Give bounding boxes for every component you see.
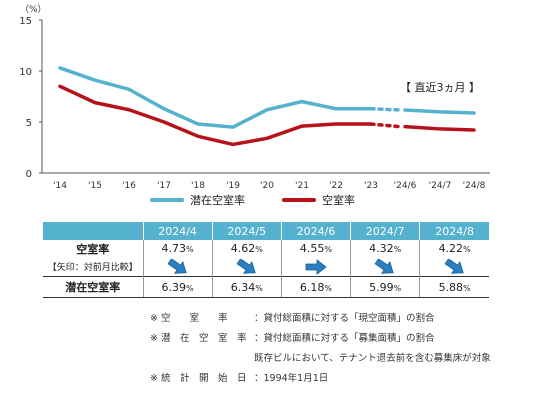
legend-label-vacancy: 空室率 — [322, 194, 355, 207]
legend-label-potential: 潜在空室率 — [190, 194, 245, 207]
arrow-down-right-icon — [167, 257, 187, 274]
vacancy-cell: 4.55% — [280, 240, 351, 257]
chart-axes: （%） 0 5 10 15 '14 '15 '16 '17 '18 '19 '20 '21 '22 '23 '… — [19, 4, 490, 191]
series-line-recent — [403, 124, 476, 132]
y-tick-label: 10 — [19, 67, 32, 78]
percent-unit: % — [186, 283, 194, 293]
footnote-key: ※ 空 室 率 — [150, 313, 228, 324]
vacancy-cell: 4.22% — [419, 240, 489, 257]
trend-arrow-cell — [142, 257, 213, 277]
y-unit-label: （%） — [20, 4, 47, 15]
legend-swatch-potential — [150, 198, 184, 202]
footnote-value: ：1994年1月1日 — [254, 373, 329, 384]
x-tick-label: '16 — [122, 181, 136, 191]
series-gap-dotted — [369, 122, 401, 129]
table-header-month: 2024/5 — [211, 222, 282, 240]
series-gap-dotted — [369, 106, 401, 112]
x-tick-label: '18 — [191, 181, 205, 191]
row-label-vacancy: 空室率 — [76, 242, 110, 256]
x-tick-label: '24/7 — [429, 181, 452, 191]
row-label-arrow-note: 【矢印：対前月比較】 — [47, 263, 138, 273]
percent-unit: % — [324, 245, 333, 254]
percent-unit: % — [255, 283, 263, 293]
y-tick-label: 0 — [26, 169, 32, 180]
vacancy-cell: 4.32% — [350, 240, 420, 257]
footnote-key: ※ 統 計 開 始 日 — [150, 373, 247, 384]
footnote-value: 既存ビルにおいて、テナント退去前を含む募集床が対象 — [254, 353, 491, 364]
percent-unit: % — [393, 245, 402, 254]
stats-table: 2024/4 2024/5 2024/6 2024/7 2024/8 空室率 4… — [43, 222, 489, 298]
x-tick-label: '15 — [88, 181, 102, 191]
legend-swatch-vacancy — [282, 198, 316, 202]
x-tick-label: '22 — [329, 181, 343, 191]
potential-value: 6.18 — [299, 280, 325, 294]
potential-value: 5.88 — [438, 280, 464, 294]
percent-unit: % — [255, 245, 263, 254]
trend-arrow-cell — [350, 257, 420, 277]
series-line-recent — [403, 108, 476, 115]
vacancy-value: 4.32 — [369, 242, 394, 255]
potential-cell: 6.39% — [142, 276, 213, 298]
arrow-right-icon — [305, 258, 327, 275]
percent-unit: % — [393, 283, 402, 293]
percent-unit: % — [324, 283, 333, 293]
x-tick-label: '24/8 — [463, 181, 486, 191]
percent-unit: % — [186, 245, 194, 254]
potential-cell: 6.18% — [280, 276, 351, 298]
table-row-potential: 潜在空室率 6.39% 6.34% 6.18% 5.99% 5.88% — [43, 276, 489, 298]
table-header-month: 2024/8 — [419, 222, 489, 240]
vacancy-cell: 4.62% — [211, 240, 282, 257]
y-tick-label: 5 — [26, 118, 32, 129]
table-row-vacancy: 空室率 4.73% 4.62% 4.55% 4.32% 4.22% — [43, 240, 489, 257]
y-tick-label: 15 — [19, 16, 32, 27]
x-tick-label: '24/6 — [394, 181, 417, 191]
vacancy-line-chart: （%） 0 5 10 15 '14 '15 '16 '17 '18 '19 '20 '21 '22 '23 '… — [19, 4, 490, 191]
x-tick-label: '14 — [53, 181, 67, 191]
vacancy-value: 4.22 — [438, 242, 464, 255]
x-tick-label: '17 — [157, 181, 171, 191]
x-tick-label: '21 — [295, 181, 309, 191]
row-label-potential: 潜在空室率 — [43, 276, 143, 298]
potential-cell: 5.99% — [350, 276, 420, 298]
arrow-down-right-icon — [444, 257, 464, 274]
potential-cell: 5.88% — [419, 276, 489, 298]
table-header-corner — [43, 222, 143, 240]
table-header-row: 2024/4 2024/5 2024/6 2024/7 2024/8 — [43, 222, 489, 240]
chart-lines — [58, 66, 476, 147]
trend-arrow-cell — [280, 257, 351, 277]
x-tick-label: '20 — [260, 181, 274, 191]
table-header-month: 2024/4 — [142, 222, 213, 240]
vacancy-value: 4.62 — [230, 242, 256, 255]
arrow-down-right-icon — [236, 257, 256, 274]
potential-value: 6.34 — [230, 280, 256, 294]
potential-value: 5.99 — [369, 280, 394, 294]
potential-value: 6.39 — [161, 280, 187, 294]
trend-arrow-cell — [419, 257, 489, 277]
x-tick-label: '23 — [364, 181, 378, 191]
x-tick-label: '19 — [226, 181, 240, 191]
series-line-vacancy — [58, 84, 373, 147]
table-row-arrows: 【矢印：対前月比較】 — [43, 257, 489, 277]
vacancy-cell: 4.73% — [142, 240, 213, 257]
arrow-down-right-icon — [374, 257, 394, 274]
vacancy-value: 4.73 — [161, 242, 187, 255]
footnote-key: ※ 潜 在 空 室 率 — [150, 333, 247, 344]
table-header-month: 2024/7 — [350, 222, 420, 240]
percent-unit: % — [463, 245, 471, 254]
percent-unit: % — [463, 283, 471, 293]
table-header-month: 2024/6 — [280, 222, 351, 240]
footnote-value: ：貸付総面積に対する「現空面積」の割合 — [254, 313, 435, 324]
vacancy-value: 4.55 — [299, 242, 325, 255]
footnote-value: ：貸付総面積に対する「募集面積」の割合 — [254, 333, 435, 344]
recent-3-months-annotation: 【 直近3ヵ月 】 — [400, 80, 480, 94]
potential-cell: 6.34% — [211, 276, 282, 298]
trend-arrow-cell — [211, 257, 282, 277]
series-line-potential — [58, 66, 373, 129]
